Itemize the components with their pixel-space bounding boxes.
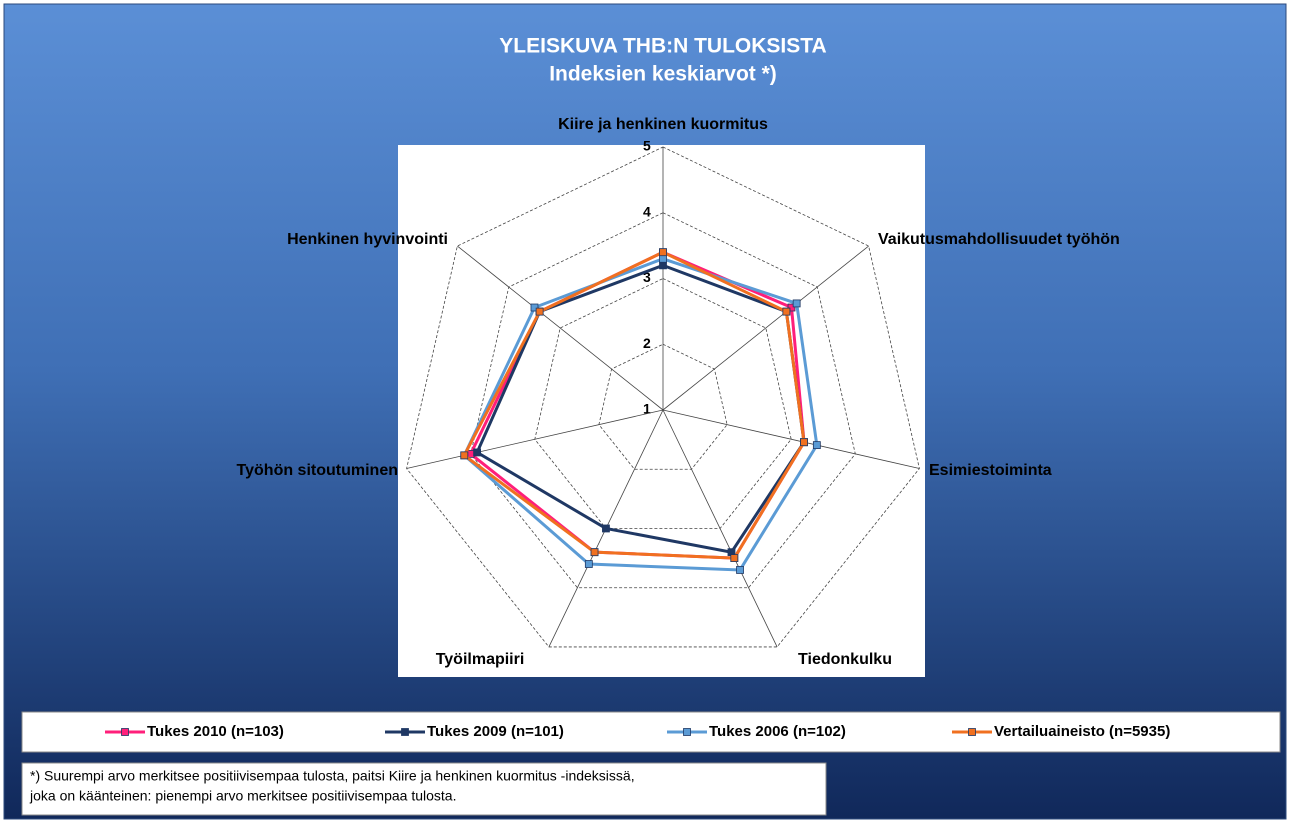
axis-spoke <box>662 409 920 469</box>
series-marker <box>800 438 808 447</box>
category-label: Vaikutusmahdollisuudet työhön <box>878 231 1120 248</box>
note-line: *) Suurempi arvo merkitsee positiivisemp… <box>30 768 635 784</box>
axis-spoke <box>662 409 778 648</box>
r-tick-label: 1 <box>643 401 651 417</box>
category-label: Tiedonkulku <box>798 651 892 668</box>
series-marker <box>584 560 593 568</box>
grid-ring <box>598 343 728 470</box>
legend-label: Tukes 2010 (n=103) <box>147 723 284 740</box>
category-label: Työilmapiiri <box>436 651 525 668</box>
series-marker <box>659 248 667 257</box>
r-tick-label: 3 <box>643 269 651 285</box>
series-marker <box>792 299 801 308</box>
legend-label: Vertailuaineisto (n=5935) <box>994 723 1170 740</box>
series-marker <box>473 448 482 457</box>
series-marker <box>535 307 544 316</box>
r-tick-label: 5 <box>643 138 651 154</box>
note-line: joka on käänteinen: pienempi arvo merkit… <box>29 788 456 804</box>
axis-spoke <box>662 245 869 411</box>
legend-marker <box>968 728 976 736</box>
legend-marker <box>401 728 409 736</box>
chart-subtitle: Indeksien keskiarvot *) <box>549 63 777 86</box>
note-box <box>21 762 827 816</box>
axis-spoke <box>457 245 664 411</box>
series-marker <box>736 566 744 574</box>
r-tick-label: 4 <box>643 203 651 219</box>
series-line <box>462 250 806 560</box>
legend-box <box>21 711 1281 753</box>
category-label: Henkinen hyvinvointi <box>287 231 448 248</box>
category-label: Kiire ja henkinen kuormitus <box>558 116 768 133</box>
series-marker <box>787 303 796 312</box>
legend-label: Tukes 2006 (n=102) <box>709 723 846 740</box>
chart-title: YLEISKUVA THB:N TULOKSISTA <box>499 35 826 58</box>
series-marker <box>659 254 667 263</box>
grid-ring <box>406 146 920 648</box>
series-marker <box>602 524 610 533</box>
series-marker <box>659 261 667 270</box>
series-marker <box>812 441 821 450</box>
series-marker <box>466 449 475 458</box>
axis-spoke <box>406 409 664 469</box>
series-marker <box>460 451 469 460</box>
legend-marker <box>121 728 129 736</box>
legend-label: Tukes 2009 (n=101) <box>427 723 564 740</box>
series-marker <box>730 554 739 562</box>
r-tick-label: 2 <box>643 335 651 351</box>
plot-area <box>398 145 925 677</box>
category-label: Työhön sitoutuminen <box>237 462 398 479</box>
series-marker <box>530 303 539 312</box>
series-marker <box>590 548 599 557</box>
grid-ring <box>534 278 792 529</box>
series-line <box>462 257 819 572</box>
category-label: Esimiestoiminta <box>929 462 1052 479</box>
series-marker <box>782 307 791 316</box>
legend-marker <box>683 728 691 736</box>
